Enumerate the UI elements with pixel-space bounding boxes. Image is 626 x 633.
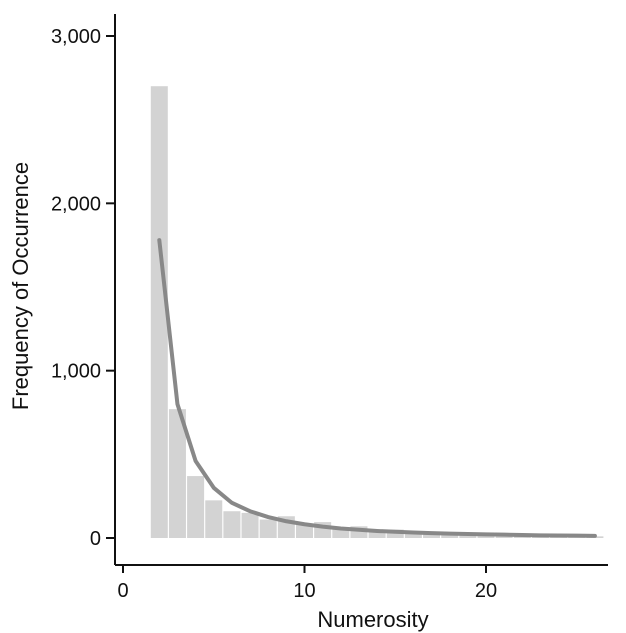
bar-5 (205, 500, 223, 538)
fit-curve-line (157, 238, 597, 538)
bar-16 (404, 532, 422, 538)
bar-group (150, 86, 604, 538)
x-tick-label: 0 (117, 580, 128, 602)
bar-4 (187, 476, 205, 538)
bar-7 (241, 512, 259, 538)
x-tick-label: 10 (293, 580, 315, 602)
bar-2 (150, 86, 168, 538)
bar-3 (168, 409, 186, 538)
bar-15 (386, 529, 404, 538)
bar-8 (259, 519, 277, 538)
bar-12 (332, 527, 350, 538)
x-axis-title: Numerosity (317, 607, 428, 632)
bar-10 (296, 524, 313, 538)
bar-20 (477, 534, 495, 538)
x-axis-ticks: 0 10 20 (117, 565, 497, 602)
bar-14 (368, 530, 386, 538)
x-tick-label: 20 (475, 580, 497, 602)
bar-6 (223, 511, 241, 538)
y-axis-title: Frequency of Occurrence (8, 162, 33, 410)
y-axis-ticks: 0 1,000 2,000 3,000 (51, 26, 115, 550)
y-tick-label: 2,000 (51, 193, 101, 215)
bar-13 (350, 526, 368, 538)
y-tick-label: 3,000 (51, 26, 101, 48)
y-tick-label: 1,000 (51, 361, 101, 383)
bar-18 (441, 533, 459, 538)
y-tick-label: 0 (90, 528, 101, 550)
